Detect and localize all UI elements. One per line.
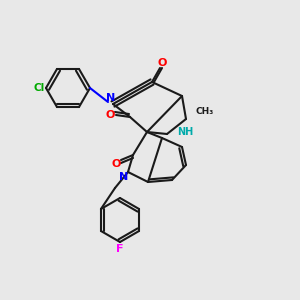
Text: O: O: [157, 58, 167, 68]
Text: O: O: [111, 159, 121, 169]
Text: N: N: [106, 93, 116, 103]
Text: CH₃: CH₃: [196, 106, 214, 116]
Text: O: O: [105, 110, 115, 120]
Text: F: F: [116, 244, 124, 254]
Text: N: N: [119, 172, 129, 182]
Text: NH: NH: [177, 127, 193, 137]
Text: Cl: Cl: [33, 83, 45, 93]
